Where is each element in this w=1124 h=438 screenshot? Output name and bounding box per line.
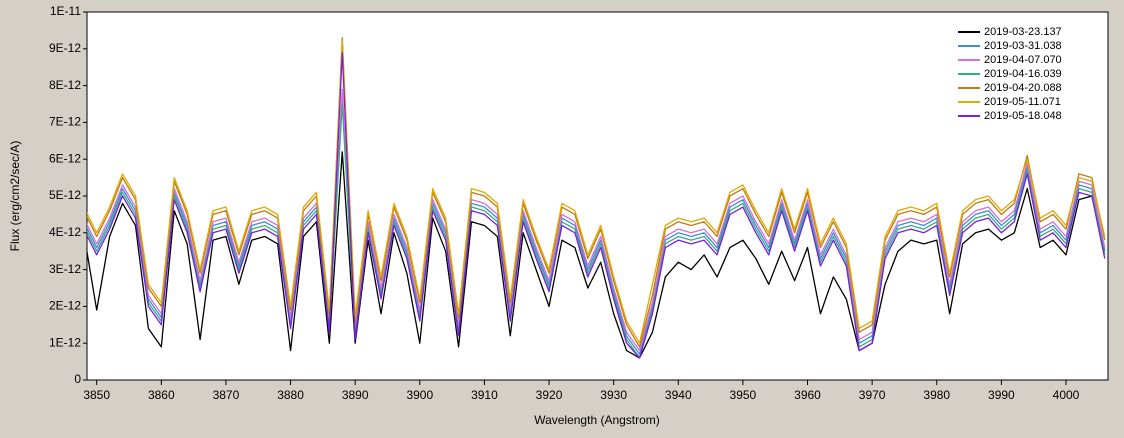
y-tick-label: 5E-12 [49,188,81,202]
legend-label: 2019-04-16.039 [984,68,1062,80]
x-tick-label: 3950 [730,388,757,402]
series-line [87,51,1106,359]
x-tick-label: 3930 [600,388,627,402]
series-line [87,95,1106,355]
y-tick-label: 7E-12 [49,115,81,129]
x-tick-label: 3900 [406,388,433,402]
series-line [87,40,1106,344]
y-tick-label: 8E-12 [49,78,81,92]
x-tick-label: 3910 [471,388,498,402]
y-tick-label: 2E-12 [49,299,81,313]
legend-label: 2019-03-31.038 [984,40,1062,52]
x-tick-label: 3860 [148,388,175,402]
legend-label: 2019-05-18.048 [984,110,1062,122]
x-axis-title: Wavelength (Angstrom) [534,413,660,427]
y-tick-label: 9E-12 [49,41,81,55]
x-tick-label: 3960 [794,388,821,402]
x-tick-label: 3940 [665,388,692,402]
x-tick-label: 3980 [923,388,950,402]
legend-label: 2019-03-23.137 [984,26,1062,38]
plot-area [86,11,1109,381]
x-tick-label: 3990 [988,388,1015,402]
series-line [87,88,1106,352]
series-line [87,37,1106,348]
legend-label: 2019-05-11.071 [984,96,1061,108]
x-tick-label: 3870 [213,388,240,402]
y-tick-label: 1E-12 [49,335,81,349]
y-tick-label: 4E-12 [49,225,81,239]
y-tick-label: 1E-11 [50,4,81,18]
y-tick-label: 0 [74,372,81,386]
legend-label: 2019-04-20.088 [984,82,1062,94]
x-tick-label: 3850 [83,388,110,402]
legend-label: 2019-04-07.070 [984,54,1062,66]
x-tick-label: 3880 [277,388,304,402]
y-tick-label: 6E-12 [49,151,81,165]
x-tick-label: 4000 [1053,388,1080,402]
x-tick-label: 3920 [536,388,563,402]
y-axis-title: Flux (erg/cm2/sec/A) [8,141,22,252]
x-tick-label: 3970 [859,388,886,402]
series-line [87,151,1106,359]
plot-lines [87,37,1106,359]
series-line [87,103,1106,359]
y-tick-label: 3E-12 [49,262,81,276]
x-tick-label: 3890 [342,388,369,402]
